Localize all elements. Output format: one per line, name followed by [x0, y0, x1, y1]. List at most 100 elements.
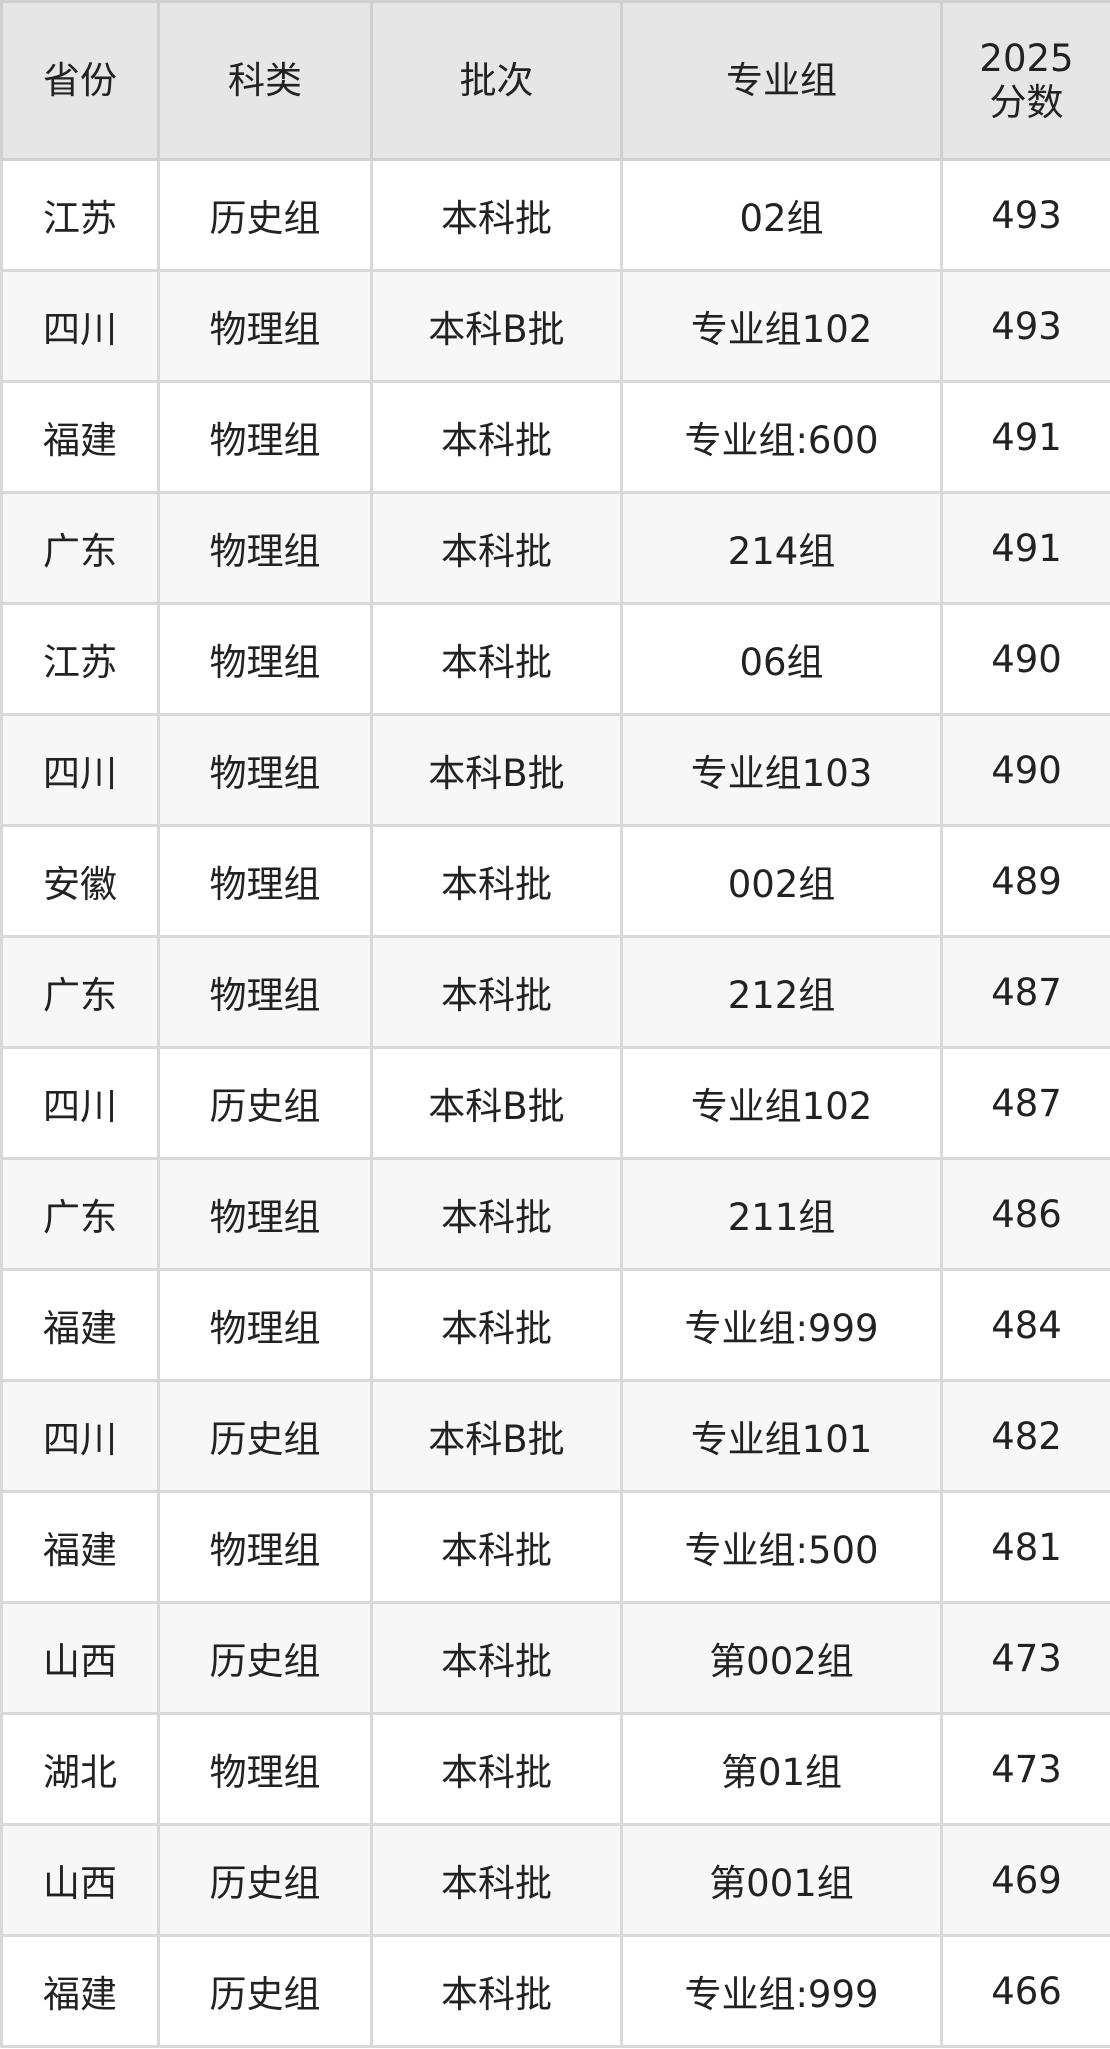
cell-subject: 历史组	[157, 158, 373, 272]
cell-subject: 物理组	[157, 713, 373, 827]
cell-subject: 历史组	[157, 1934, 373, 2048]
table-row: 福建 历史组 本科批 专业组:999 466	[0, 1934, 1110, 2048]
cell-subject: 历史组	[157, 1601, 373, 1715]
cell-major-group: 专业组103	[620, 713, 943, 827]
cell-province: 四川	[0, 269, 160, 383]
cell-major-group: 专业组:999	[620, 1268, 943, 1382]
table-row: 江苏 历史组 本科批 02组 493	[0, 158, 1110, 272]
cell-province: 福建	[0, 1490, 160, 1604]
cell-province: 福建	[0, 1934, 160, 2048]
header-score-year: 2025	[979, 36, 1074, 80]
cell-subject: 历史组	[157, 1823, 373, 1937]
cell-province: 广东	[0, 935, 160, 1049]
cell-province: 福建	[0, 380, 160, 494]
cell-major-group: 专业组102	[620, 269, 943, 383]
table-row: 四川 物理组 本科B批 专业组103 490	[0, 713, 1110, 827]
cell-major-group: 212组	[620, 935, 943, 1049]
cell-batch: 本科批	[370, 491, 623, 605]
cell-score: 487	[940, 1046, 1110, 1160]
table-row: 湖北 物理组 本科批 第01组 473	[0, 1712, 1110, 1826]
table-row: 福建 物理组 本科批 专业组:999 484	[0, 1268, 1110, 1382]
cell-province: 江苏	[0, 602, 160, 716]
cell-score: 490	[940, 602, 1110, 716]
header-batch: 批次	[370, 0, 623, 161]
cell-batch: 本科批	[370, 380, 623, 494]
cell-major-group: 02组	[620, 158, 943, 272]
cell-major-group: 专业组:999	[620, 1934, 943, 2048]
table-row: 广东 物理组 本科批 211组 486	[0, 1157, 1110, 1271]
cell-subject: 物理组	[157, 1157, 373, 1271]
cell-batch: 本科批	[370, 824, 623, 938]
cell-batch: 本科批	[370, 1934, 623, 2048]
cell-batch: 本科批	[370, 935, 623, 1049]
header-major-group: 专业组	[620, 0, 943, 161]
table-row: 江苏 物理组 本科批 06组 490	[0, 602, 1110, 716]
cell-major-group: 专业组101	[620, 1379, 943, 1493]
table-row: 福建 物理组 本科批 专业组:600 491	[0, 380, 1110, 494]
cell-province: 四川	[0, 713, 160, 827]
cell-score: 489	[940, 824, 1110, 938]
cell-major-group: 专业组102	[620, 1046, 943, 1160]
cell-province: 福建	[0, 1268, 160, 1382]
cell-batch: 本科批	[370, 1268, 623, 1382]
cell-score: 491	[940, 380, 1110, 494]
cell-batch: 本科批	[370, 1490, 623, 1604]
cell-province: 湖北	[0, 1712, 160, 1826]
cell-batch: 本科批	[370, 1712, 623, 1826]
table-row: 四川 历史组 本科B批 专业组101 482	[0, 1379, 1110, 1493]
cell-score: 482	[940, 1379, 1110, 1493]
cell-subject: 物理组	[157, 1712, 373, 1826]
cell-subject: 物理组	[157, 380, 373, 494]
cell-subject: 物理组	[157, 491, 373, 605]
cell-province: 四川	[0, 1379, 160, 1493]
cell-province: 广东	[0, 491, 160, 605]
cell-province: 广东	[0, 1157, 160, 1271]
cell-major-group: 专业组:600	[620, 380, 943, 494]
cell-subject: 历史组	[157, 1379, 373, 1493]
cell-batch: 本科B批	[370, 1379, 623, 1493]
cell-score: 493	[940, 269, 1110, 383]
cell-batch: 本科批	[370, 158, 623, 272]
cell-subject: 物理组	[157, 935, 373, 1049]
cell-subject: 物理组	[157, 269, 373, 383]
cell-major-group: 第01组	[620, 1712, 943, 1826]
cell-score: 490	[940, 713, 1110, 827]
cell-subject: 物理组	[157, 1490, 373, 1604]
cell-batch: 本科批	[370, 1157, 623, 1271]
cell-score: 466	[940, 1934, 1110, 2048]
cell-score: 481	[940, 1490, 1110, 1604]
header-row: 省份 科类 批次 专业组 2025 分数	[0, 0, 1110, 161]
table-row: 四川 物理组 本科B批 专业组102 493	[0, 269, 1110, 383]
cell-score: 493	[940, 158, 1110, 272]
cell-batch: 本科B批	[370, 269, 623, 383]
cell-score: 469	[940, 1823, 1110, 1937]
header-subject: 科类	[157, 0, 373, 161]
cell-score: 484	[940, 1268, 1110, 1382]
table-row: 四川 历史组 本科B批 专业组102 487	[0, 1046, 1110, 1160]
cell-subject: 物理组	[157, 602, 373, 716]
cell-province: 山西	[0, 1601, 160, 1715]
cell-province: 山西	[0, 1823, 160, 1937]
cell-province: 四川	[0, 1046, 160, 1160]
cell-batch: 本科B批	[370, 713, 623, 827]
cell-major-group: 214组	[620, 491, 943, 605]
table-row: 福建 物理组 本科批 专业组:500 481	[0, 1490, 1110, 1604]
cell-score: 486	[940, 1157, 1110, 1271]
header-score-label: 分数	[989, 80, 1064, 124]
cell-subject: 物理组	[157, 824, 373, 938]
table-row: 安徽 物理组 本科批 002组 489	[0, 824, 1110, 938]
table-row: 山西 历史组 本科批 第001组 469	[0, 1823, 1110, 1937]
cell-province: 江苏	[0, 158, 160, 272]
cell-score: 487	[940, 935, 1110, 1049]
cell-major-group: 第001组	[620, 1823, 943, 1937]
header-province: 省份	[0, 0, 160, 161]
cell-province: 安徽	[0, 824, 160, 938]
cell-score: 491	[940, 491, 1110, 605]
cell-score: 473	[940, 1601, 1110, 1715]
cell-major-group: 211组	[620, 1157, 943, 1271]
cell-batch: 本科批	[370, 1823, 623, 1937]
cell-major-group: 002组	[620, 824, 943, 938]
cell-batch: 本科批	[370, 1601, 623, 1715]
cell-subject: 物理组	[157, 1268, 373, 1382]
